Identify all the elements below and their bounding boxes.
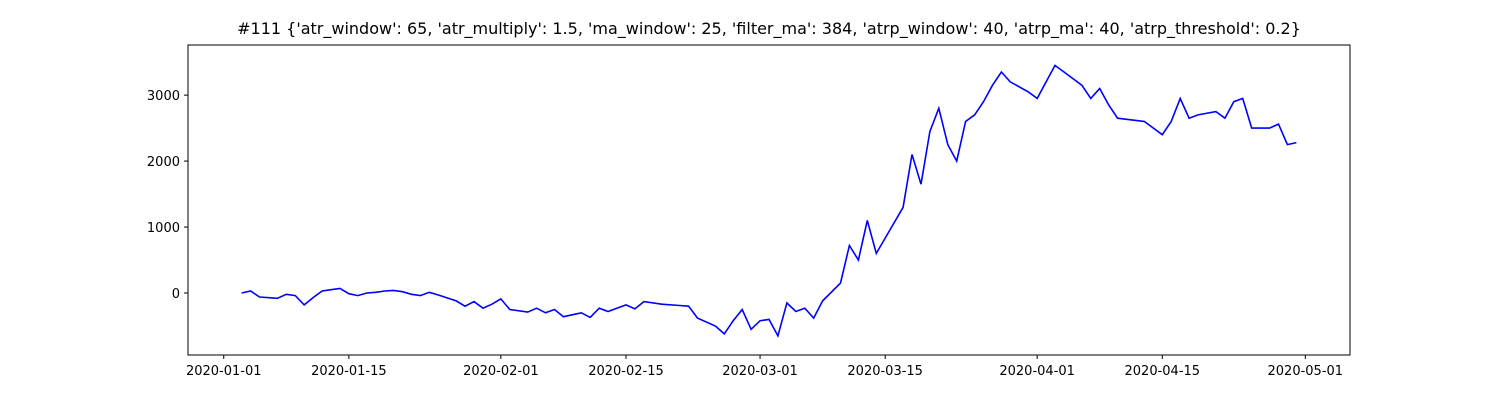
y-tick-label: 0 [172,287,180,302]
y-tick-label: 1000 [147,221,180,236]
x-tick-label: 2020-04-15 [1125,364,1201,379]
x-tick-label: 2020-04-01 [999,364,1075,379]
x-tick-label: 2020-03-01 [722,364,798,379]
data-line [241,64,1297,339]
x-tick-label: 2020-02-01 [463,364,539,379]
x-tick-label: 2020-01-15 [311,364,387,379]
chart-title: #111 {'atr_window': 65, 'atr_multiply': … [237,19,1301,39]
x-tick-label: 2020-01-01 [186,364,262,379]
x-tick-label: 2020-02-15 [588,364,664,379]
y-tick-label: 2000 [147,155,180,170]
x-tick-label: 2020-03-15 [847,364,923,379]
x-tick-label: 2020-05-01 [1268,364,1344,379]
y-tick-label: 3000 [147,89,180,104]
plot-frame [187,44,1351,356]
